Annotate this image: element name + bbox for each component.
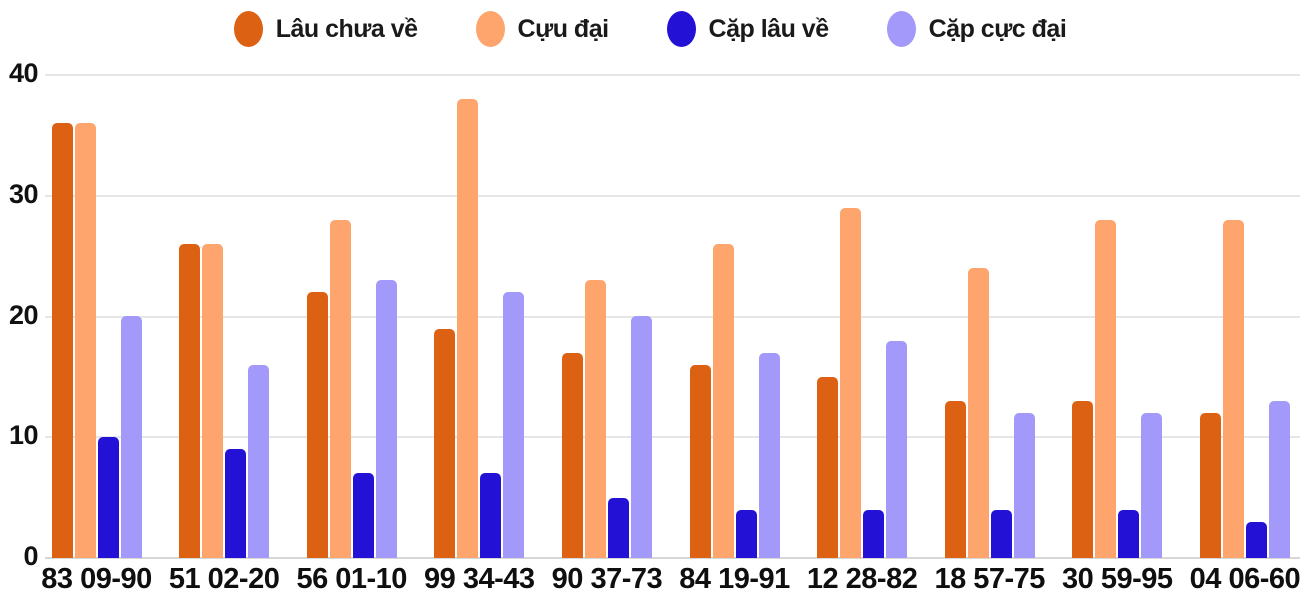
y-axis-tick-label: 20 — [8, 299, 39, 330]
y-axis-tick-label: 0 — [23, 541, 38, 571]
bar-cựu-đại[interactable] — [74, 123, 96, 558]
bar-group-83-09-90 — [51, 123, 142, 558]
bar-cặp-lâu-về[interactable] — [97, 437, 119, 558]
bar-cặp-cực-đại[interactable] — [375, 280, 397, 558]
chart-legend: Lâu chưa về Cựu đại Cặp lâu về Cặp cực đại — [0, 6, 1300, 52]
bar-cặp-lâu-về[interactable] — [480, 473, 502, 558]
bar-cặp-cực-đại[interactable] — [503, 292, 525, 558]
x-axis-tick-label: 30 59-95 — [1062, 563, 1173, 595]
legend-label: Cựu đại — [517, 14, 610, 43]
gridline-y-10 — [45, 436, 1300, 439]
bar-cặp-lâu-về[interactable] — [735, 510, 757, 558]
bar-cặp-cực-đại[interactable] — [886, 341, 908, 558]
x-axis-tick-label: 99 34-43 — [424, 563, 535, 595]
bar-cặp-cực-đại[interactable] — [630, 316, 652, 558]
bar-cựu-đại[interactable] — [967, 268, 989, 558]
bar-cựu-đại[interactable] — [1222, 220, 1244, 558]
x-axis-tick-label: 04 06-60 — [1189, 563, 1300, 595]
bar-cặp-lâu-về[interactable] — [1245, 522, 1267, 558]
bar-cựu-đại[interactable] — [202, 244, 224, 558]
legend-label: Lâu chưa về — [275, 14, 418, 43]
bar-cặp-lâu-về[interactable] — [863, 510, 885, 558]
legend-dot-icon — [666, 11, 696, 47]
x-axis-tick-label: 84 19-91 — [679, 563, 790, 595]
gridline-y-40 — [45, 74, 1300, 76]
bar-group-18-57-75 — [944, 268, 1035, 558]
bar-cặp-cực-đại[interactable] — [1013, 413, 1035, 558]
bar-group-56-01-10 — [306, 220, 397, 558]
x-axis-tick-label: 83 09-90 — [41, 563, 152, 595]
bar-cặp-lâu-về[interactable] — [225, 449, 247, 558]
bar-cựu-đại[interactable] — [457, 99, 479, 558]
bar-cặp-lâu-về[interactable] — [352, 473, 374, 558]
x-axis-tick-label: 18 57-75 — [934, 563, 1045, 595]
bar-cặp-lâu-về[interactable] — [607, 498, 629, 558]
bar-cặp-cực-đại[interactable] — [1141, 413, 1163, 558]
legend-label: Cặp lâu về — [708, 14, 830, 43]
bar-lâu-chưa-về[interactable] — [51, 123, 73, 558]
bar-cựu-đại[interactable] — [329, 220, 351, 558]
gridline-y-0 — [45, 557, 1300, 559]
bar-cặp-lâu-về[interactable] — [990, 510, 1012, 558]
bar-group-12-28-82 — [817, 208, 908, 558]
bar-group-84-19-91 — [689, 244, 780, 558]
bar-group-90-37-73 — [561, 280, 652, 558]
bar-lâu-chưa-về[interactable] — [1072, 401, 1094, 558]
x-axis-tick-label: 51 02-20 — [168, 563, 280, 595]
y-axis-tick-label: 40 — [8, 58, 39, 88]
legend-item-3[interactable]: Cặp cực đại — [886, 11, 1067, 47]
legend-dot-icon — [886, 11, 916, 47]
bar-cặp-cực-đại[interactable] — [758, 353, 780, 558]
legend-label: Cặp cực đại — [928, 14, 1067, 43]
bar-lâu-chưa-về[interactable] — [817, 377, 839, 558]
gridline-y-30 — [45, 194, 1300, 197]
bar-cựu-đại[interactable] — [712, 244, 734, 558]
legend-dot-icon — [475, 11, 505, 47]
bar-lâu-chưa-về[interactable] — [434, 329, 456, 558]
bar-lâu-chưa-về[interactable] — [1199, 413, 1221, 558]
bar-cựu-đại[interactable] — [840, 208, 862, 558]
bar-lâu-chưa-về[interactable] — [561, 353, 583, 558]
legend-item-2[interactable]: Cặp lâu về — [666, 11, 830, 47]
bar-group-99-34-43 — [434, 99, 525, 558]
x-axis-tick-label: 12 28-82 — [806, 563, 918, 595]
bar-group-04-06-60 — [1199, 220, 1290, 558]
bar-cặp-lâu-về[interactable] — [1118, 510, 1140, 558]
bar-lâu-chưa-về[interactable] — [689, 365, 711, 558]
y-axis-tick-label: 10 — [8, 420, 39, 451]
bar-lâu-chưa-về[interactable] — [306, 292, 328, 558]
bar-group-51-02-20 — [179, 244, 270, 558]
bar-cặp-cực-đại[interactable] — [1268, 401, 1290, 558]
legend-item-0[interactable]: Lâu chưa về — [233, 11, 418, 47]
bar-cặp-cực-đại[interactable] — [248, 365, 270, 558]
bar-cựu-đại[interactable] — [1095, 220, 1117, 558]
bar-lâu-chưa-về[interactable] — [179, 244, 201, 558]
legend-item-1[interactable]: Cựu đại — [475, 11, 610, 47]
gridline-y-20 — [45, 315, 1300, 318]
bar-cựu-đại[interactable] — [584, 280, 606, 558]
y-axis-tick-label: 30 — [8, 178, 39, 209]
bar-cặp-cực-đại[interactable] — [120, 316, 142, 558]
x-axis-tick-label: 90 37-73 — [551, 563, 663, 595]
legend-dot-icon — [233, 11, 263, 47]
bar-group-30-59-95 — [1072, 220, 1163, 558]
bar-lâu-chưa-về[interactable] — [944, 401, 966, 558]
x-axis-tick-label: 56 01-10 — [296, 563, 407, 595]
